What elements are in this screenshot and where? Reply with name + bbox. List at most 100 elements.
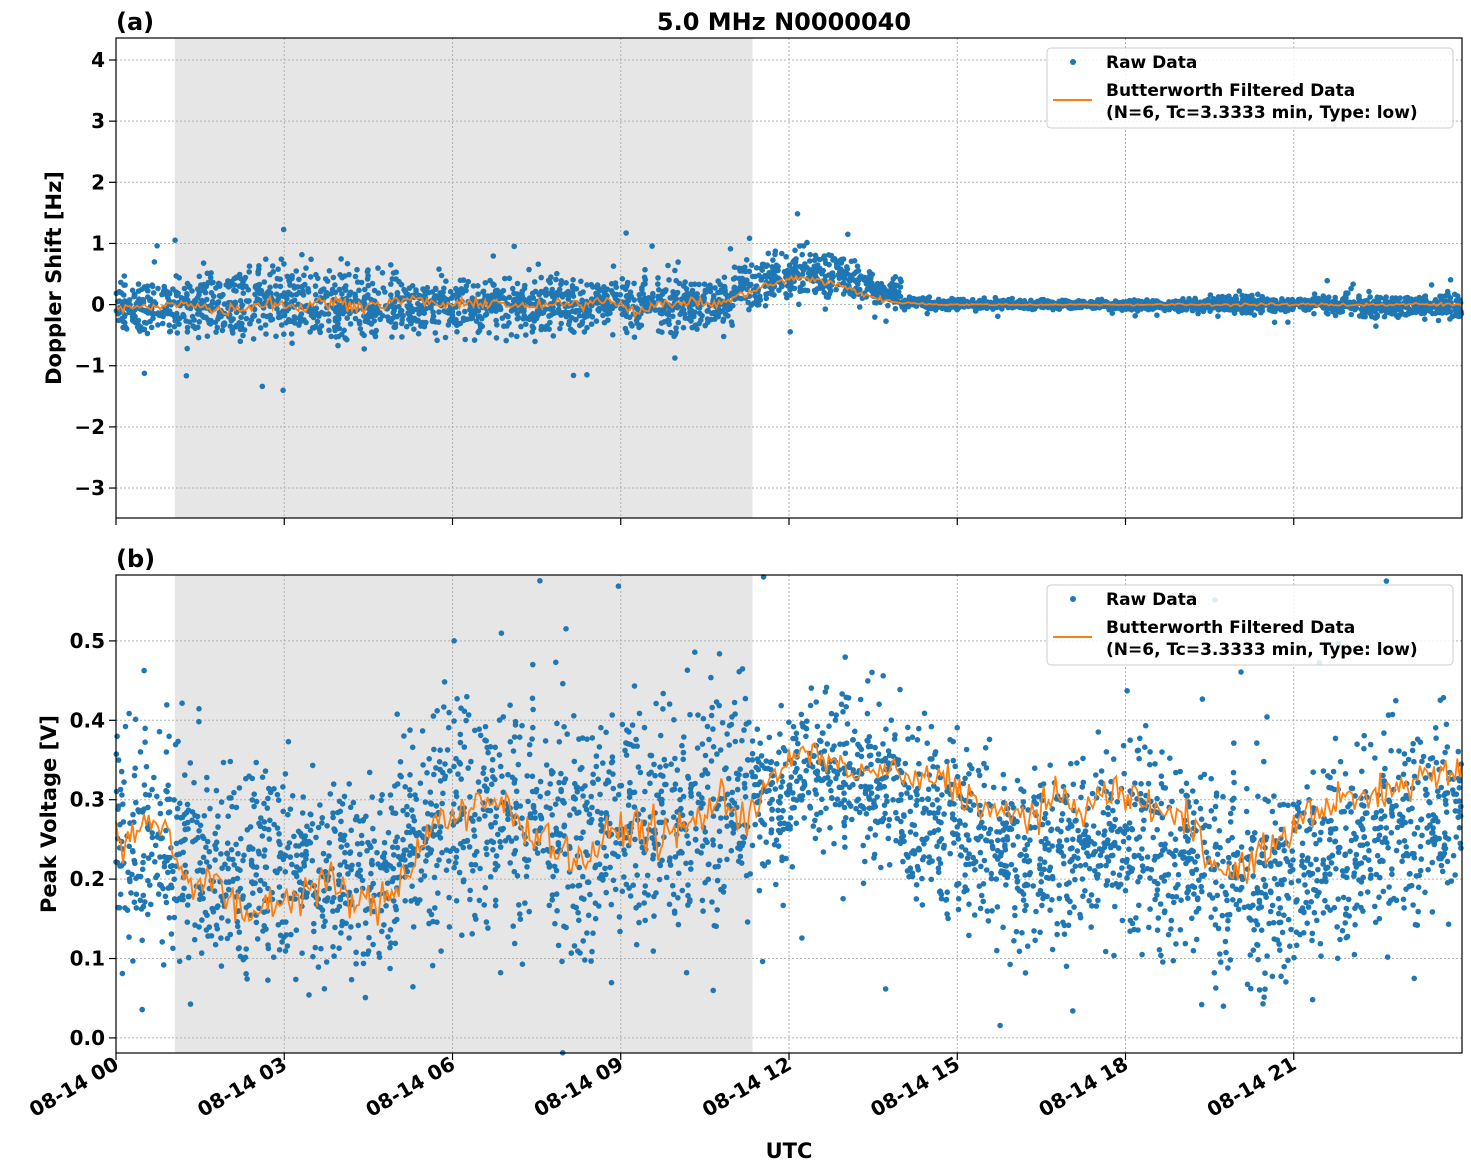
raw-data-point: [772, 248, 779, 254]
raw-data-point: [709, 704, 715, 711]
raw-data-point: [171, 797, 177, 803]
raw-data-point: [348, 924, 354, 930]
raw-data-point: [684, 833, 690, 839]
raw-data-point: [321, 986, 328, 992]
raw-data-point: [618, 782, 625, 789]
raw-data-point: [520, 316, 527, 322]
raw-data-point: [441, 704, 447, 710]
raw-data-point: [889, 292, 896, 299]
raw-data-point: [225, 813, 231, 819]
raw-data-point: [749, 842, 756, 849]
raw-data-point: [371, 838, 378, 844]
raw-data-point: [149, 851, 155, 858]
raw-data-point: [1435, 317, 1442, 324]
raw-data-point: [734, 786, 741, 793]
raw-data-point: [516, 902, 522, 908]
raw-data-point: [662, 781, 668, 788]
raw-data-point: [787, 329, 793, 335]
legend-raw-marker: [1070, 59, 1076, 65]
raw-data-point: [655, 281, 661, 287]
raw-data-point: [771, 292, 777, 298]
raw-data-point: [353, 949, 359, 956]
raw-data-point: [487, 874, 494, 880]
raw-data-point: [239, 302, 245, 308]
raw-data-point: [640, 281, 647, 288]
raw-data-point: [717, 843, 724, 850]
raw-data-point: [339, 307, 345, 313]
raw-data-point: [338, 256, 344, 262]
raw-data-point: [642, 788, 648, 795]
raw-data-point: [670, 313, 676, 320]
raw-data-point: [1422, 316, 1428, 323]
raw-data-point: [537, 578, 543, 584]
raw-data-point: [580, 793, 586, 799]
raw-data-point: [131, 772, 138, 779]
raw-data-point: [684, 667, 691, 673]
raw-data-point: [432, 905, 438, 911]
raw-data-point: [415, 330, 422, 337]
raw-data-point: [368, 860, 375, 866]
raw-data-point: [663, 874, 670, 881]
raw-data-point: [428, 847, 435, 853]
raw-data-point: [184, 902, 191, 908]
raw-data-point: [294, 852, 300, 859]
raw-data-point: [626, 314, 633, 321]
raw-data-point: [451, 638, 457, 644]
raw-data-point: [247, 321, 253, 327]
raw-data-point: [622, 325, 629, 332]
raw-data-point: [652, 307, 659, 313]
raw-data-point: [642, 917, 648, 924]
raw-data-point: [192, 837, 199, 843]
raw-data-point: [388, 940, 394, 946]
raw-data-point: [139, 1006, 145, 1013]
raw-data-point: [665, 312, 672, 318]
raw-data-point: [678, 848, 684, 855]
raw-data-point: [387, 792, 394, 798]
raw-data-point: [538, 274, 544, 281]
raw-data-point: [796, 301, 802, 308]
raw-data-point: [215, 299, 222, 305]
raw-data-point: [883, 318, 889, 325]
raw-data-point: [377, 810, 383, 816]
raw-data-point: [312, 944, 319, 951]
raw-data-point: [549, 771, 555, 777]
raw-data-point: [251, 312, 257, 319]
raw-data-point: [354, 279, 361, 285]
raw-data-point: [335, 312, 342, 319]
raw-data-point: [542, 738, 549, 744]
raw-data-point: [407, 787, 413, 793]
raw-data-point: [897, 276, 904, 283]
raw-data-point: [479, 315, 485, 322]
raw-data-point: [1311, 310, 1317, 317]
raw-data-point: [320, 923, 327, 930]
raw-data-point: [434, 862, 440, 869]
raw-data-point: [267, 817, 273, 824]
raw-data-point: [312, 283, 319, 289]
raw-data-point: [493, 308, 499, 314]
raw-data-point: [1132, 313, 1138, 319]
raw-data-point: [169, 884, 175, 891]
raw-data-point: [716, 857, 723, 864]
raw-data-point: [451, 801, 457, 807]
raw-data-point: [649, 243, 655, 249]
raw-data-point: [613, 291, 620, 298]
raw-data-point: [394, 781, 401, 787]
raw-data-point: [286, 318, 293, 325]
raw-data-point: [499, 773, 505, 779]
raw-data-point: [792, 247, 798, 254]
raw-data-point: [314, 318, 321, 325]
raw-data-point: [309, 762, 316, 769]
raw-data-point: [576, 322, 583, 329]
raw-data-point: [141, 326, 148, 333]
raw-data-point: [436, 857, 442, 863]
raw-data-point: [434, 708, 441, 714]
raw-data-point: [207, 805, 213, 812]
raw-data-point: [507, 860, 513, 866]
raw-data-point: [261, 923, 268, 929]
raw-data-point: [995, 313, 1001, 320]
raw-data-point: [471, 337, 478, 343]
raw-data-point: [608, 901, 615, 908]
raw-data-point: [129, 287, 136, 294]
raw-data-point: [629, 722, 636, 728]
raw-data-point: [359, 877, 366, 884]
